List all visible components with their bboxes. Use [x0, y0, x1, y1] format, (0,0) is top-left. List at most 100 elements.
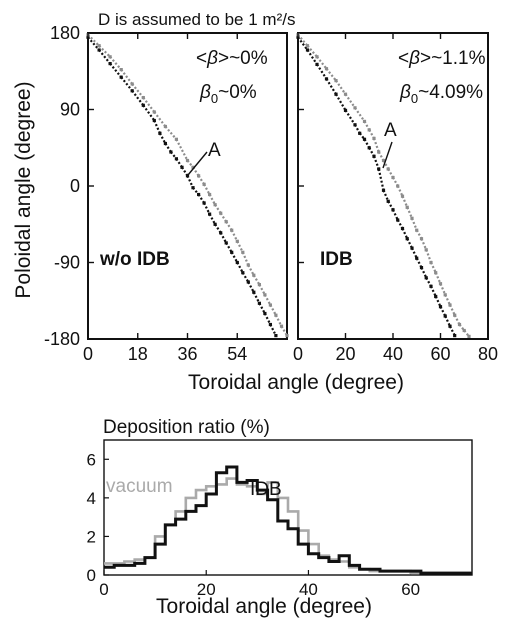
panel-bottom-x-ticks: 0 20 40 60 [99, 570, 420, 599]
p0-series-0-point-17 [213, 222, 217, 226]
p1-series-0-point-14 [391, 208, 395, 212]
p1-series-1-trail-28 [463, 329, 470, 338]
p1-series-1-trail-14 [396, 185, 404, 197]
p1-series-0-point-10 [372, 154, 376, 158]
p1-series-1-point-28 [462, 328, 466, 333]
p1-series-1-trail-17 [410, 217, 418, 231]
p0-series-0-trail-27 [269, 324, 277, 337]
p1-series-1-point-18 [415, 228, 419, 232]
p0-series-1-point-6 [152, 110, 156, 114]
bottom-x-axis-title: Toroidal angle (degree) [156, 595, 372, 618]
p1-series-1-trail-23 [439, 283, 447, 296]
p0-series-1-trail-24 [269, 304, 277, 316]
p0-x-tick-label-0: 0 [83, 344, 93, 364]
p0-series-0-point-28 [274, 334, 278, 338]
point-a-leader-right [382, 141, 393, 169]
p1-series-0-point-23 [434, 294, 438, 299]
p1-x-tick-label-1: 20 [335, 344, 355, 364]
p1-series-1-point-22 [434, 271, 438, 275]
p0-series-1-trail-20 [247, 264, 255, 276]
bottom-x-tick-label-0: 0 [99, 580, 108, 599]
p1-series-1-point-14 [396, 184, 400, 188]
p0-series-0-trail-4 [131, 90, 145, 106]
panel-right: 0 20 40 60 80 IDB <β>~1.1% β0~4.09% A [293, 32, 498, 364]
p0-x-tick-label-2: 36 [177, 344, 197, 364]
p1-series-0-point-15 [396, 218, 400, 222]
p1-series-0-point-26 [448, 324, 452, 328]
p1-series-1-trail-6 [354, 107, 366, 123]
p1-x-tick-label-4: 80 [478, 344, 498, 364]
p0-series-0-trail-5 [142, 104, 156, 122]
p0-series-1-trail-3 [120, 68, 134, 85]
p0-y-tick-label-1: 90 [60, 100, 80, 120]
p1-series-1-point-27 [457, 322, 462, 327]
p0-series-0-point-27 [268, 322, 272, 327]
p0-x-tick-label-3: 54 [227, 344, 247, 364]
p0-series-0-point-6 [152, 118, 156, 123]
p1-series-1-point-1 [305, 44, 310, 48]
p0-series-0-point-24 [252, 290, 256, 294]
beta0-annotation-left: β0~0% [199, 82, 257, 106]
p0-series-1-point-1 [97, 44, 101, 48]
panel-left: 180 90 0 -90 -180 0 18 36 54 w/o IDB <β>~0% β0~… [44, 23, 304, 364]
p0-series-0-point-18 [219, 231, 223, 235]
p1-series-0-trail-22 [430, 285, 437, 297]
p0-series-0-trail-25 [258, 302, 266, 315]
p1-series-0-point-25 [443, 314, 447, 318]
p0-series-0-trail-3 [120, 76, 134, 92]
p0-series-1-trail-8 [175, 138, 189, 162]
bottom-y-tick-label-1: 2 [87, 527, 96, 546]
p1-series-1-point-8 [367, 128, 371, 132]
beta0-annotation-right: β0~4.09% [399, 82, 483, 106]
p0-series-1-point-27 [285, 334, 289, 338]
bottom-x-tick-label-1: 20 [197, 580, 216, 599]
p1-series-0-trail-7 [358, 132, 366, 140]
p0-series-1-trail-12 [203, 183, 211, 196]
p1-x-tick-label-2: 40 [383, 344, 403, 364]
p0-series-0-trail-24 [252, 291, 261, 304]
p0-series-0-trail-0 [87, 36, 100, 51]
p1-series-1-trail-21 [430, 262, 437, 274]
p1-series-0-trail-4 [335, 93, 347, 111]
top-y-axis-title: Poloidal angle (degree) [12, 81, 35, 298]
p0-series-0-point-10 [174, 157, 178, 161]
p1-series-1-trail-0 [297, 33, 309, 47]
p0-series-1-trail-17 [230, 229, 239, 242]
p0-series-1-trail-7 [164, 125, 178, 141]
p0-series-1-point-21 [252, 273, 256, 277]
p0-series-1-point-18 [235, 239, 239, 243]
p1-series-1-point-29 [467, 334, 471, 338]
panel-bottom-series [104, 465, 472, 575]
p1-series-1-trail-2 [316, 56, 328, 70]
p1-series-0-point-27 [453, 334, 457, 338]
panel-bottom: Deposition ratio (%) 0 2 4 6 0 20 40 60 vacuum… [87, 417, 473, 618]
p1-series-0-point-12 [381, 188, 386, 192]
p0-series-0-trail-15 [203, 202, 211, 215]
p1-series-1-point-6 [353, 106, 357, 110]
p1-series-1-trail-27 [458, 323, 466, 332]
p0-series-1-trail-4 [131, 83, 145, 99]
point-a-label-left: A [208, 140, 221, 161]
p0-series-0-point-5 [141, 103, 145, 107]
p1-series-0-trail-20 [420, 267, 428, 279]
p0-y-tick-label-0: 180 [50, 23, 80, 43]
p1-series-0-point-11 [377, 167, 381, 171]
p0-series-0-trail-20 [230, 251, 239, 264]
p0-series-1-trail-13 [208, 193, 217, 206]
p1-series-0-trail-2 [316, 63, 328, 80]
p1-series-1-point-12 [386, 167, 390, 171]
p1-series-0-trail-25 [444, 315, 451, 327]
p0-series-0-trail-21 [236, 261, 244, 274]
p0-series-1-point-10 [191, 165, 195, 169]
point-a-leader-left [187, 151, 208, 176]
p1-series-0-point-9 [367, 146, 371, 150]
p1-series-0-point-13 [386, 199, 390, 203]
p0-series-0-point-20 [230, 250, 234, 254]
p1-series-1-trail-16 [406, 206, 414, 219]
p1-series-1-point-20 [424, 248, 428, 252]
p0-series-0-trail-18 [219, 232, 228, 244]
p1-series-1-trail-4 [335, 79, 347, 95]
panel-bottom-frame [103, 439, 473, 576]
p1-series-1-trail-20 [425, 249, 433, 263]
p0-series-1-trail-5 [142, 96, 156, 113]
